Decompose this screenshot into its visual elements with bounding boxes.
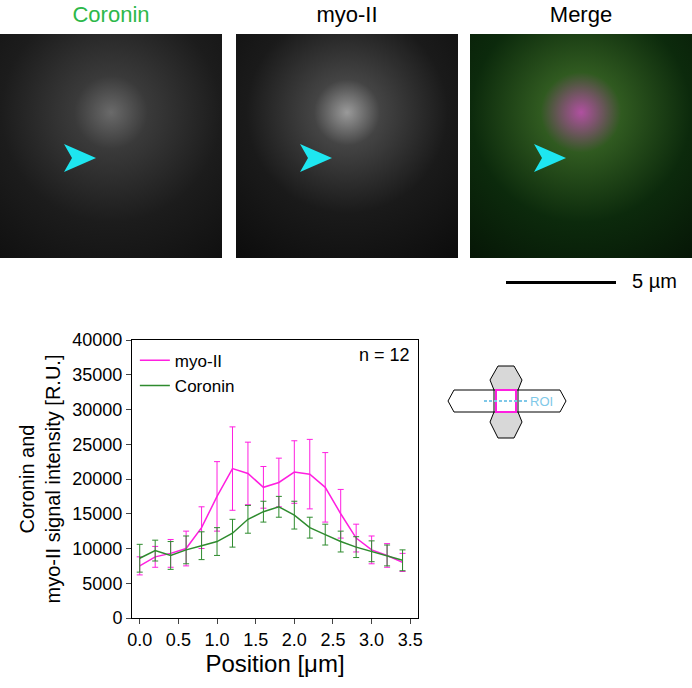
svg-text:10000: 10000 [72,539,122,559]
svg-text:1.0: 1.0 [205,630,230,650]
svg-text:3.0: 3.0 [359,630,384,650]
html-text:Coronin: Coronin [72,2,150,27]
svg-text:n = 12: n = 12 [359,345,410,365]
svg-text:3.5: 3.5 [398,630,423,650]
svg-text:40000: 40000 [72,330,122,350]
svg-text:35000: 35000 [72,365,122,385]
svg-text:5000: 5000 [82,574,122,594]
svg-text:2.5: 2.5 [320,630,345,650]
html-text:5 µm: 5 µm [632,270,677,292]
html-text:Merge: Merge [549,2,613,27]
svg-text:1.5: 1.5 [243,630,268,650]
svg-text:0.0: 0.0 [127,630,152,650]
svg-text:Position [μm]: Position [μm] [205,650,344,677]
svg-text:Coronin andmyo-II signal inten: Coronin andmyo-II signal intensity [R.U.… [16,355,64,604]
svg-text:25000: 25000 [72,435,122,455]
svg-text:myo-II: myo-II [175,352,222,371]
svg-text:0.5: 0.5 [166,630,191,650]
svg-text:ROI: ROI [530,394,553,409]
svg-text:Coronin: Coronin [175,377,235,396]
svg-text:20000: 20000 [72,469,122,489]
svg-text:15000: 15000 [72,504,122,524]
svg-text:30000: 30000 [72,400,122,420]
svg-text:2.0: 2.0 [282,630,307,650]
html-text:myo-II: myo-II [316,2,378,27]
svg-text:0: 0 [112,608,122,628]
